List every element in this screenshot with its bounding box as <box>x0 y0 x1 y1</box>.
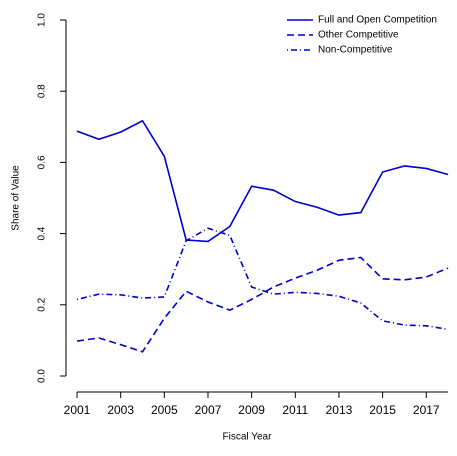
x-tick-label: 2009 <box>238 403 265 417</box>
x-tick-label: 2003 <box>107 403 134 417</box>
series-line <box>76 256 449 353</box>
x-tick-label: 2007 <box>195 403 222 417</box>
x-tick-label: 2013 <box>326 403 353 417</box>
legend-label: Other Competitive <box>318 30 399 41</box>
series-line <box>76 119 449 243</box>
y-tick-label: 0.8 <box>37 84 48 98</box>
y-tick-label: 1.0 <box>37 13 48 27</box>
x-axis-label: Fiscal Year <box>223 432 273 443</box>
y-axis-label: Share of Value <box>11 165 22 231</box>
legend-label: Non-Competitive <box>318 45 393 56</box>
legend-label: Full and Open Competition <box>318 15 437 26</box>
x-tick-label: 2001 <box>64 403 91 417</box>
series-line <box>76 227 449 331</box>
x-tick-label: 2015 <box>369 403 396 417</box>
x-tick-label: 2017 <box>413 403 440 417</box>
y-tick-label: 0.2 <box>37 297 48 311</box>
y-tick-label: 0.4 <box>37 226 48 240</box>
x-tick-label: 2005 <box>151 403 178 417</box>
x-tick-label: 2011 <box>282 403 308 417</box>
y-tick-label: 0.6 <box>37 155 48 169</box>
y-tick-label: 0.0 <box>37 369 48 383</box>
